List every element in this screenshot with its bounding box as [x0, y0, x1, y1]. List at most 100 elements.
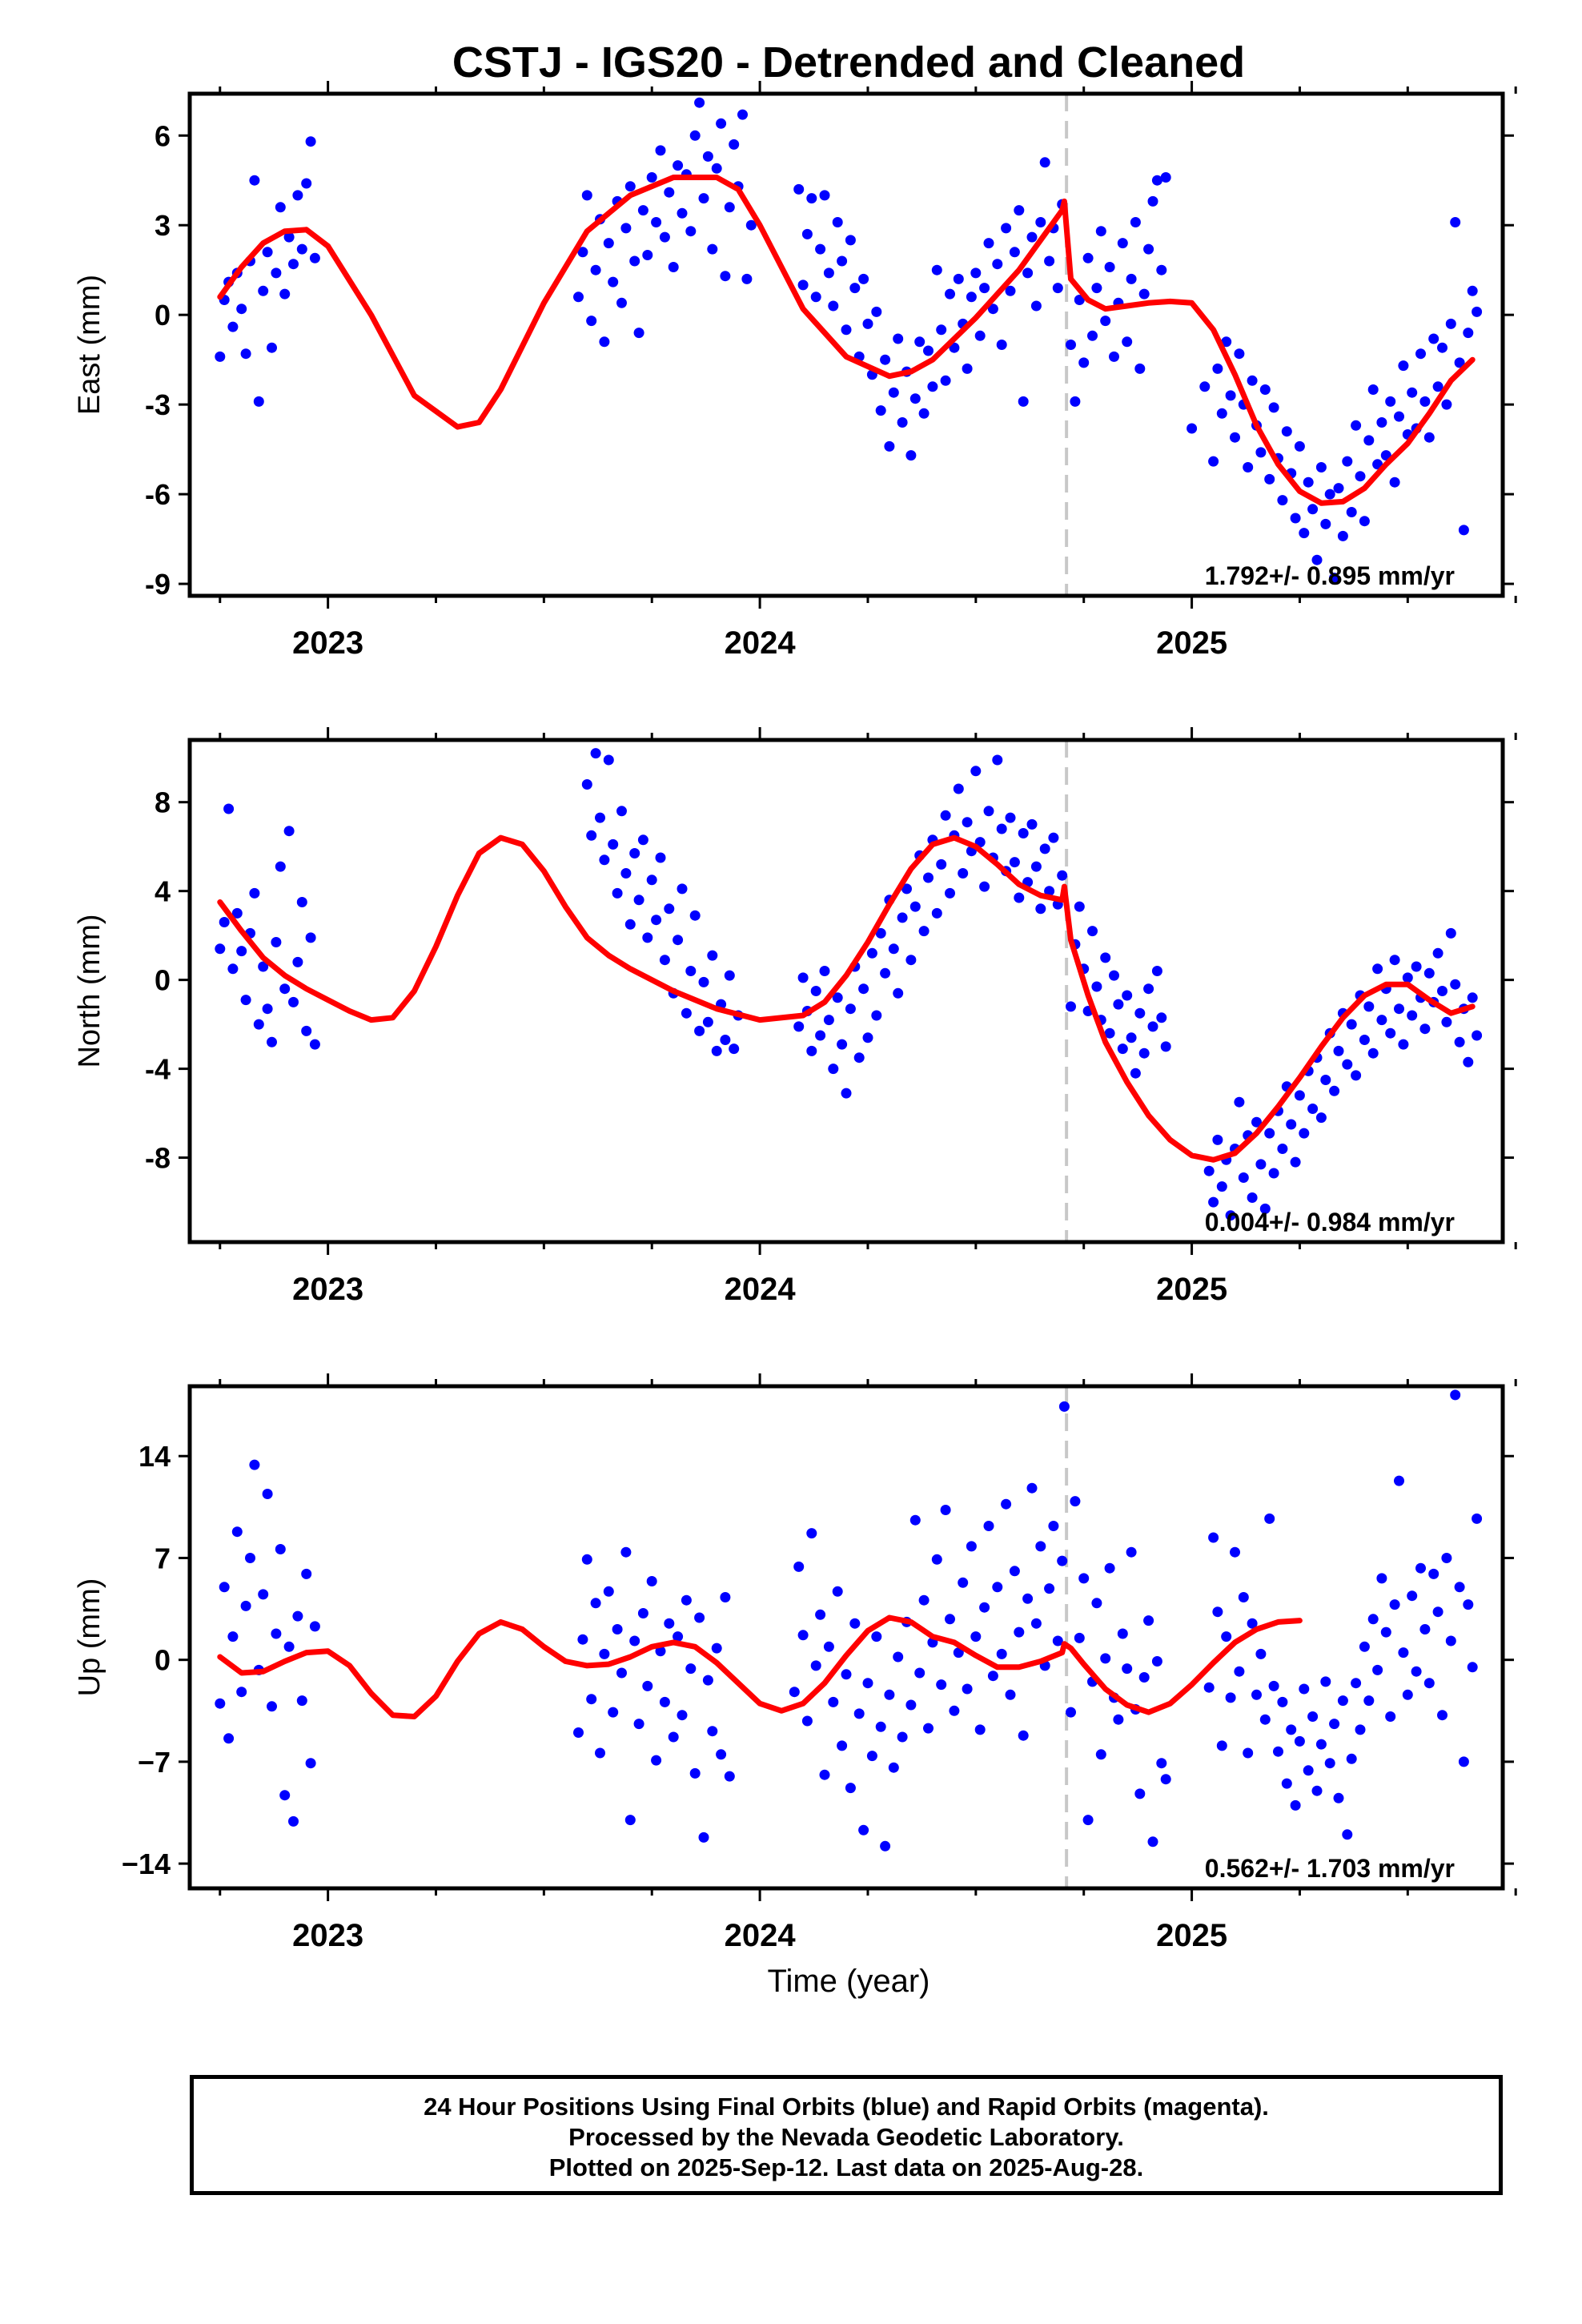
up-data-point: [979, 1602, 990, 1613]
up-data-point: [664, 1618, 675, 1629]
up-data-point: [292, 1610, 303, 1622]
north-data-point: [1268, 1168, 1279, 1179]
x-axis-label: Time (year): [768, 1964, 930, 1999]
north-plot-area: [215, 740, 1483, 1242]
east-data-point: [577, 247, 588, 258]
north-x-tick-label: 2025: [1156, 1272, 1227, 1307]
east-data-point: [815, 243, 826, 255]
up-data-point: [716, 1749, 727, 1760]
up-y-tick-label: 14: [139, 1440, 171, 1473]
north-data-point: [1238, 1172, 1249, 1183]
east-data-point: [296, 243, 307, 255]
east-data-point: [305, 136, 316, 147]
up-data-point: [828, 1696, 839, 1707]
up-data-point: [1315, 1739, 1327, 1750]
up-data-point: [1372, 1664, 1383, 1675]
up-data-point: [620, 1546, 632, 1558]
north-data-point: [227, 963, 239, 975]
up-data-point: [1402, 1689, 1413, 1700]
east-data-point: [1432, 381, 1443, 392]
north-data-point: [240, 995, 251, 1006]
north-data-point: [940, 810, 951, 821]
up-data-point: [1268, 1680, 1279, 1691]
north-data-point: [958, 868, 969, 879]
up-data-point: [815, 1609, 826, 1620]
east-data-point: [1005, 285, 1016, 296]
north-data-point: [659, 955, 670, 966]
up-data-point: [1467, 1662, 1478, 1673]
east-data-point: [945, 288, 955, 300]
up-panel-frame: [187, 1384, 1505, 1891]
up-data-point: [1001, 1498, 1012, 1510]
east-data-point: [1389, 476, 1400, 488]
east-data-point: [1441, 399, 1452, 410]
north-data-point: [590, 748, 601, 759]
north-data-point: [702, 1016, 713, 1027]
east-data-point: [819, 190, 830, 201]
up-data-point: [845, 1783, 856, 1794]
up-data-point: [603, 1586, 614, 1597]
north-data-point: [1441, 1016, 1452, 1027]
up-data-point: [832, 1586, 843, 1597]
east-data-point: [1126, 273, 1137, 284]
north-data-point: [1126, 1032, 1137, 1043]
east-data-point: [1156, 264, 1167, 275]
east-data-point: [581, 190, 592, 201]
east-data-point: [987, 304, 998, 315]
north-data-point: [1290, 1156, 1301, 1168]
up-data-point: [573, 1727, 584, 1738]
east-data-point: [1264, 473, 1275, 485]
east-data-point: [1044, 255, 1055, 267]
east-data-point: [1074, 295, 1085, 305]
north-x-tick-label: 2024: [725, 1272, 797, 1307]
up-data-point: [1151, 1656, 1162, 1667]
east-data-point: [1151, 175, 1162, 186]
up-data-point: [1398, 1647, 1409, 1659]
up-data-point: [1104, 1562, 1115, 1574]
up-data-point: [810, 1660, 821, 1671]
up-data-point: [853, 1708, 865, 1719]
north-x-tick-label: 2023: [292, 1272, 363, 1307]
up-data-point: [893, 1651, 904, 1663]
up-data-point: [1058, 1401, 1070, 1412]
east-data-point: [1147, 195, 1158, 207]
up-data-point: [1070, 1496, 1081, 1507]
panels-group: 2023 2024 2025 6 3 0 -3 -6 -9 East (mm) 1.792+/- 0…: [73, 81, 1517, 1953]
east-data-point: [905, 450, 917, 461]
east-data-point: [1463, 328, 1474, 339]
north-data-point: [720, 1035, 731, 1045]
north-data-point: [1100, 952, 1111, 963]
east-data-point: [810, 292, 821, 303]
up-data-point: [1329, 1719, 1340, 1730]
east-data-point: [664, 187, 675, 198]
north-data-point: [823, 1015, 834, 1026]
east-data-point: [1026, 231, 1038, 243]
up-data-point: [267, 1701, 277, 1712]
up-data-point: [720, 1592, 731, 1602]
up-data-point: [685, 1663, 697, 1675]
east-data-point: [642, 250, 653, 260]
east-data-point: [1225, 390, 1236, 401]
north-data-point: [797, 972, 809, 983]
up-data-point: [1355, 1724, 1366, 1735]
east-data-point: [1230, 432, 1240, 443]
up-y-tick-label: 7: [155, 1542, 171, 1574]
up-data-point: [1208, 1532, 1219, 1543]
north-data-point: [637, 834, 648, 846]
up-data-point: [1320, 1676, 1331, 1687]
up-data-point: [1299, 1683, 1310, 1695]
up-data-point: [694, 1612, 705, 1623]
up-data-point: [1294, 1735, 1305, 1747]
up-data-point: [215, 1698, 226, 1709]
up-data-point: [1057, 1555, 1068, 1566]
up-data-point: [837, 1740, 848, 1751]
north-data-point: [1450, 979, 1461, 990]
east-data-point: [707, 243, 718, 255]
north-data-point: [694, 1025, 705, 1036]
up-data-point: [1126, 1546, 1137, 1558]
north-data-point: [292, 956, 303, 967]
east-data-point: [1281, 426, 1292, 437]
north-data-point: [642, 932, 653, 943]
north-data-point: [1044, 886, 1055, 897]
east-data-point: [1467, 285, 1478, 296]
